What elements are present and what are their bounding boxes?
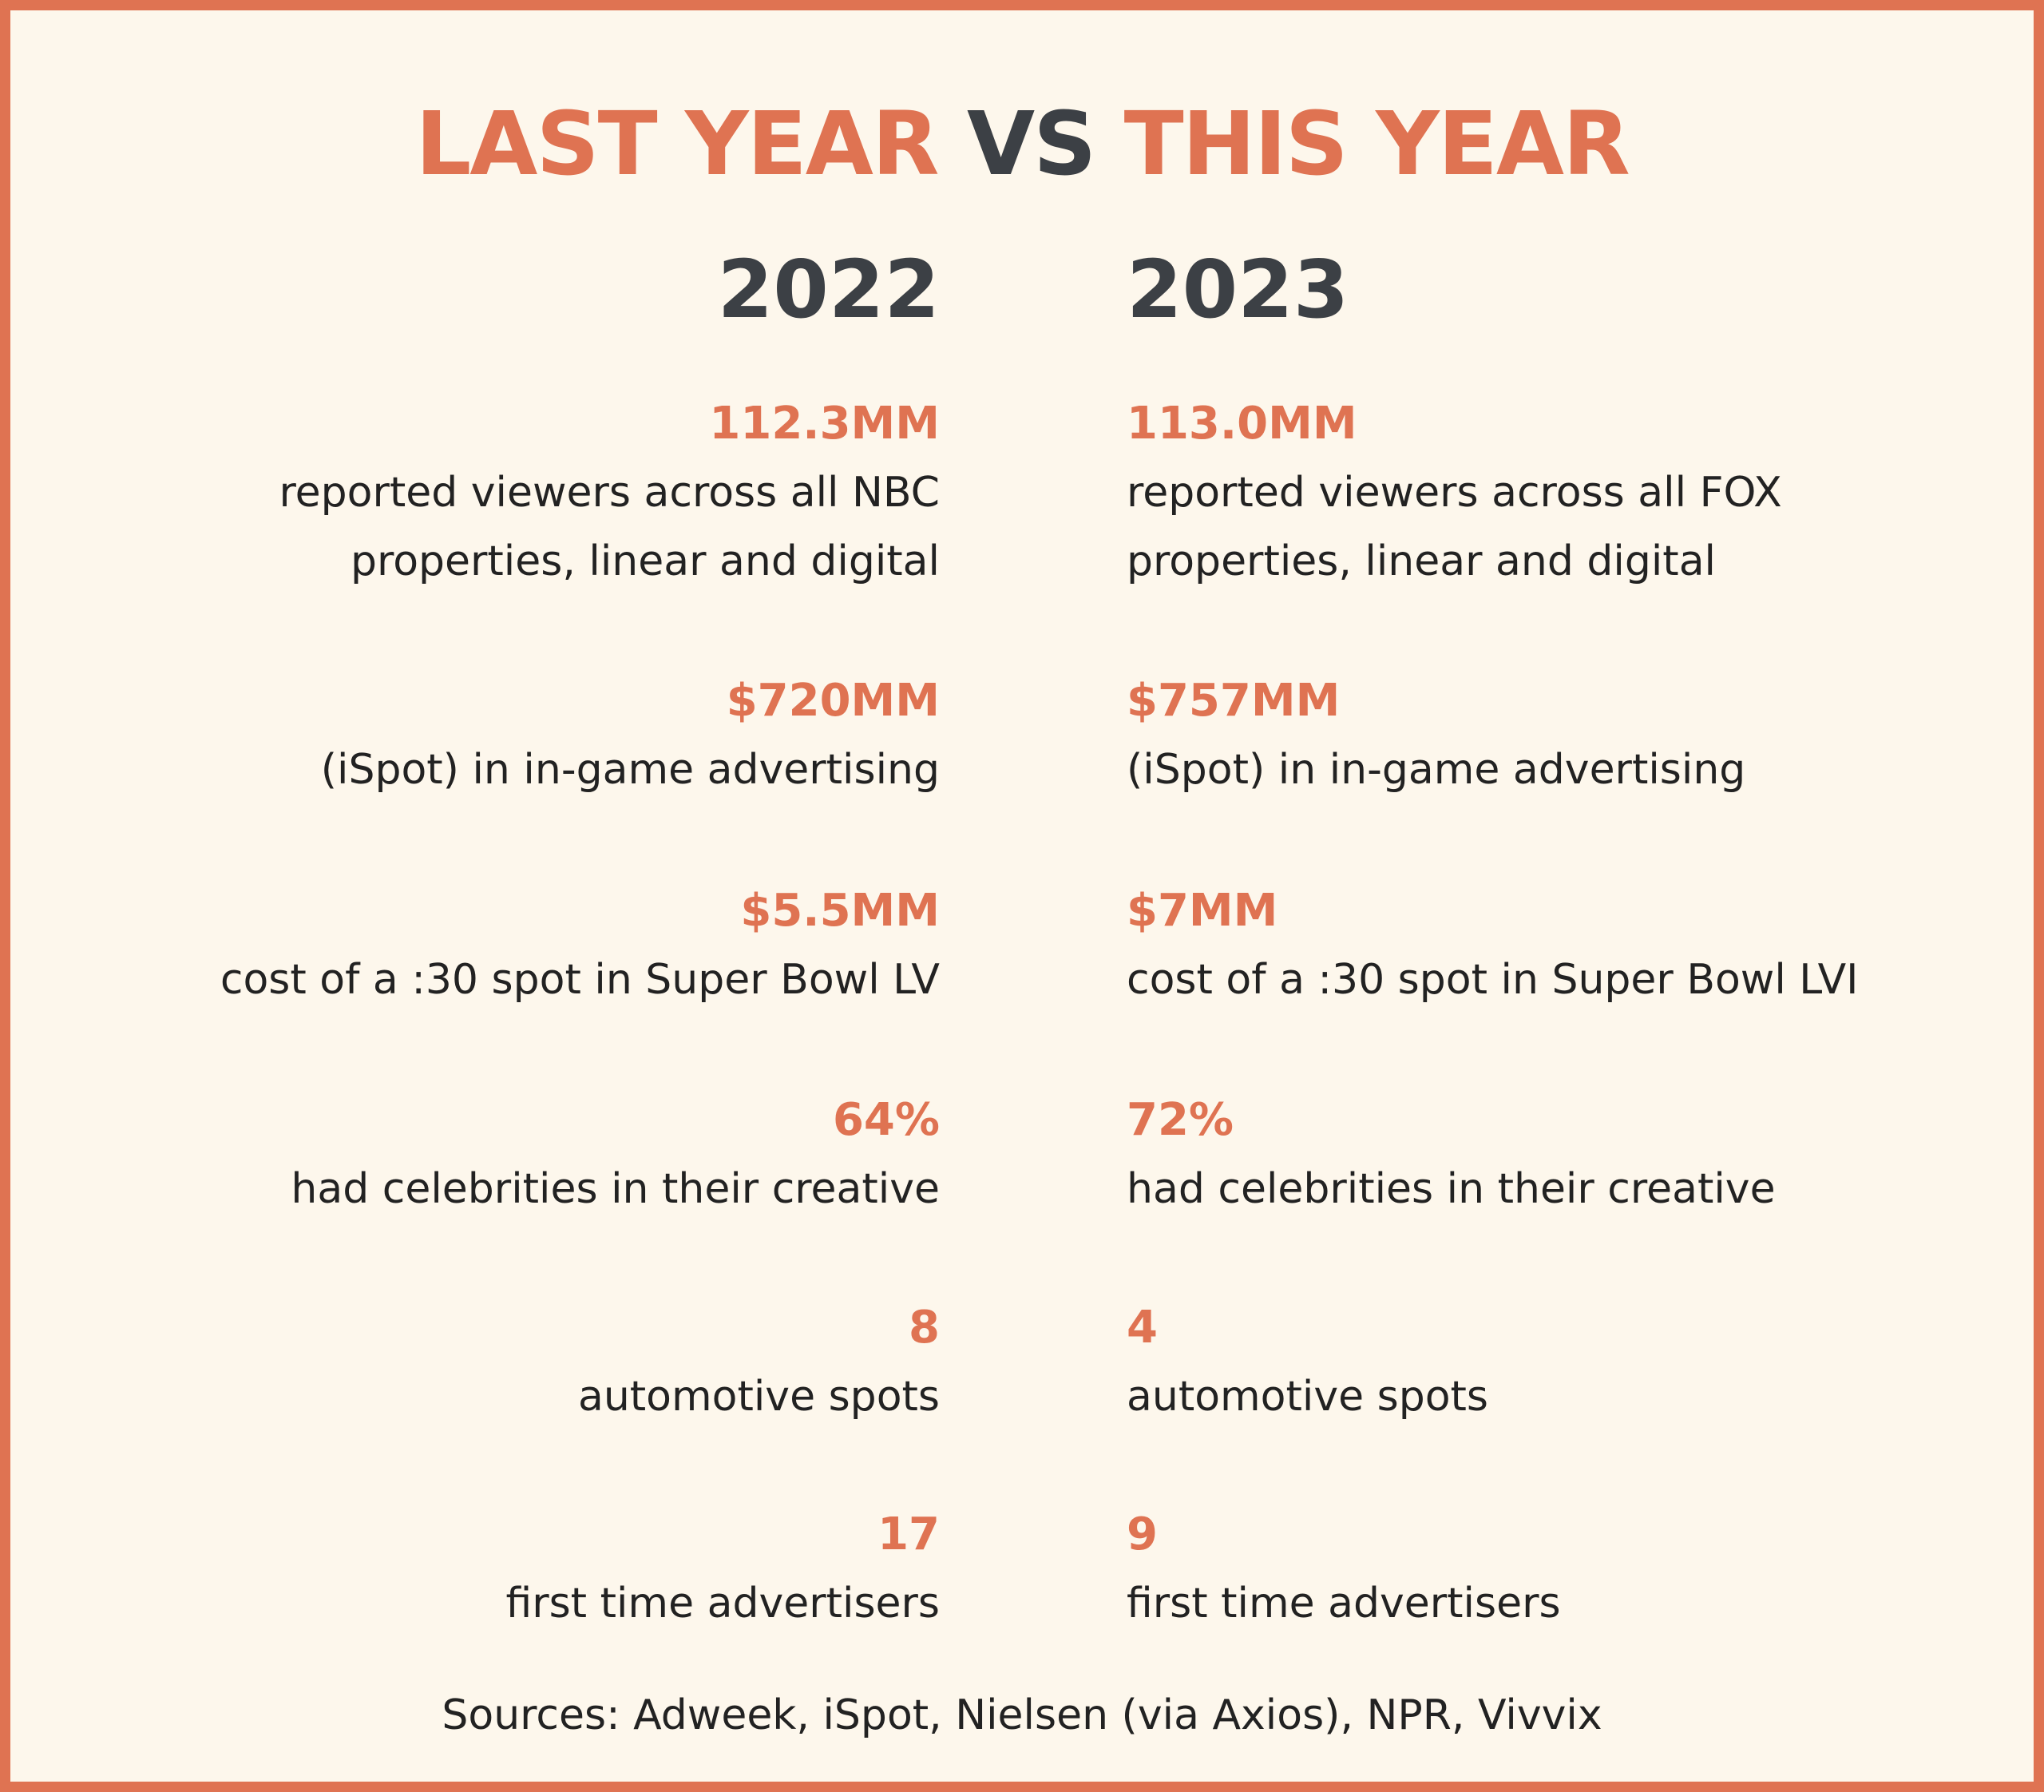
stat-description: reported viewers across all FOX properti…	[1127, 469, 1782, 585]
stat-value: 17	[877, 1509, 940, 1560]
stat-description: (iSpot) in in-game advertising	[320, 746, 940, 794]
stat-value: 64%	[832, 1094, 940, 1146]
stat-viewers: 113.0MM reported viewers across all FOX …	[1127, 390, 2005, 596]
stat-value: 112.3MM	[709, 398, 940, 450]
stat-value: $7MM	[1127, 885, 1278, 937]
stat-automotive: 4 automotive spots	[1127, 1294, 2005, 1431]
stat-value: 113.0MM	[1127, 398, 1357, 450]
title-last-year: LAST YEAR	[415, 93, 939, 195]
stat-value: 4	[1127, 1302, 1158, 1354]
stat-description: had celebrities in their creative	[1127, 1165, 1776, 1213]
stat-ad-spend: $720MM (iSpot) in in-game advertising	[61, 667, 940, 804]
stat-value: $5.5MM	[740, 885, 940, 937]
title-this-year: THIS YEAR	[1123, 93, 1630, 195]
stat-description: automotive spots	[577, 1373, 940, 1421]
stat-description: first time advertisers	[1127, 1580, 1561, 1627]
stat-spot-cost: $7MM cost of a :30 spot in Super Bowl LV…	[1127, 877, 2005, 1014]
stat-value: 9	[1127, 1509, 1158, 1560]
stat-value: 8	[909, 1302, 940, 1354]
stat-description: automotive spots	[1127, 1373, 1489, 1421]
stat-automotive: 8 automotive spots	[61, 1294, 940, 1431]
stat-first-time: 17 first time advertisers	[61, 1501, 940, 1638]
stat-value: $720MM	[726, 675, 940, 727]
stat-description: first time advertisers	[505, 1580, 940, 1627]
title-vs: VS	[966, 93, 1096, 195]
stat-value: $757MM	[1127, 675, 1341, 727]
stat-description: cost of a :30 spot in Super Bowl LVI	[1127, 956, 1859, 1004]
year-heading: 2022	[717, 243, 940, 336]
stat-celebrities: 72% had celebrities in their creative	[1127, 1086, 2005, 1223]
stat-description: (iSpot) in in-game advertising	[1127, 746, 1746, 794]
stat-first-time: 9 first time advertisers	[1127, 1501, 2005, 1638]
stat-ad-spend: $757MM (iSpot) in in-game advertising	[1127, 667, 2005, 804]
stat-spot-cost: $5.5MM cost of a :30 spot in Super Bowl …	[61, 877, 940, 1014]
page-title: LAST YEAR VS THIS YEAR	[10, 84, 2034, 204]
year-heading: 2023	[1127, 243, 1349, 336]
stat-viewers: 112.3MM reported viewers across all NBC …	[61, 390, 940, 596]
stat-description: had celebrities in their creative	[291, 1165, 940, 1213]
stat-celebrities: 64% had celebrities in their creative	[61, 1086, 940, 1223]
stat-value: 72%	[1127, 1094, 1234, 1146]
stat-description: reported viewers across all NBC properti…	[279, 469, 940, 585]
stat-description: cost of a :30 spot in Super Bowl LV	[220, 956, 940, 1004]
sources-footnote: Sources: Adweek, iSpot, Nielsen (via Axi…	[442, 1691, 1602, 1739]
